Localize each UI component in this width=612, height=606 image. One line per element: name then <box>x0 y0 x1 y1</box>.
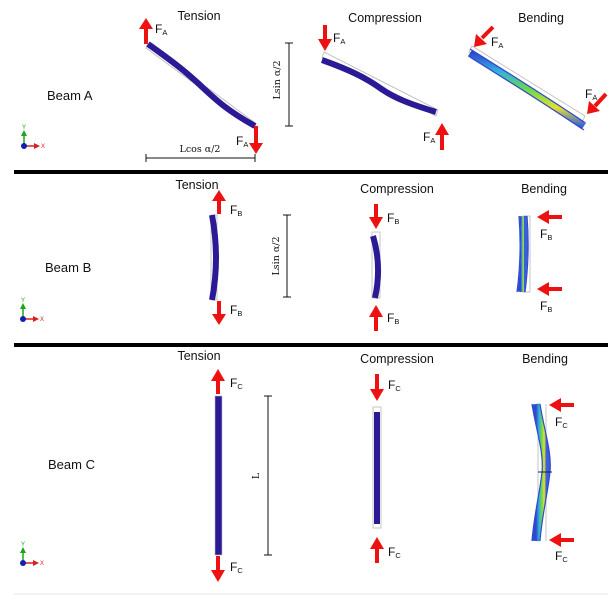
dimension-vertical <box>285 42 293 127</box>
force-label: FB <box>230 303 242 318</box>
force-label: FC <box>230 376 243 391</box>
force-arrow-up <box>211 369 225 394</box>
axis-x-label: X <box>40 317 44 323</box>
dimension-label-lcos: Lcos α/2 <box>180 144 221 155</box>
bending-beam <box>467 45 587 131</box>
bending-beam <box>531 403 552 542</box>
force-arrow-up <box>139 18 153 44</box>
dimension-vertical <box>283 214 291 298</box>
force-arrow-up <box>369 305 383 331</box>
axis-triad: Y X <box>21 125 45 150</box>
force-arrow-down <box>212 301 226 325</box>
force-arrow-up <box>212 190 226 214</box>
force-arrow-up <box>435 123 449 150</box>
force-arrow-left <box>549 398 574 412</box>
force-arrow-up <box>370 537 384 563</box>
header-compression: Compression <box>360 182 434 196</box>
force-label: FB <box>230 203 242 218</box>
force-label: FC <box>388 378 401 393</box>
axis-y-label: Y <box>22 125 26 131</box>
force-arrow-diagonal <box>587 92 608 114</box>
force-arrow-down <box>369 204 383 229</box>
row-beam-b: Tension Compression Bending Beam B FB FB… <box>20 178 567 331</box>
force-label: FC <box>555 415 568 430</box>
row-beam-c: Tension Compression Bending Beam C FC FC… <box>20 349 574 582</box>
axis-triad: Y X <box>20 542 44 567</box>
header-bending: Bending <box>522 352 568 366</box>
header-bending: Bending <box>521 182 567 196</box>
dimension-vertical <box>264 395 272 556</box>
force-arrow-down <box>211 556 225 582</box>
force-label: FA <box>236 134 248 149</box>
beam-label: Beam A <box>47 88 93 103</box>
compression-beam <box>370 231 381 299</box>
dimension-label-lsin: Lsin α/2 <box>272 60 283 99</box>
force-arrow-down <box>318 25 332 51</box>
beam-label: Beam C <box>48 457 95 472</box>
force-arrow-diagonal <box>474 25 495 47</box>
header-bending: Bending <box>518 11 564 25</box>
force-label: FA <box>585 87 597 102</box>
header-tension: Tension <box>177 9 220 23</box>
force-arrow-down <box>370 374 384 401</box>
force-label: FA <box>333 31 345 46</box>
row-beam-a: Tension Compression Bending Beam A FA FA… <box>21 9 608 162</box>
compression-beam <box>320 51 439 117</box>
force-label: FA <box>491 35 503 50</box>
force-arrow-left <box>537 210 562 224</box>
force-label: FC <box>388 545 401 560</box>
force-label: FB <box>387 211 399 226</box>
force-label: FC <box>555 549 568 564</box>
axis-y-label: Y <box>21 298 25 304</box>
force-label: FA <box>155 22 167 37</box>
force-arrow-left <box>537 282 562 296</box>
tension-beam <box>145 41 257 129</box>
dimension-label-l: L <box>251 472 262 479</box>
beam-label: Beam B <box>45 260 91 275</box>
tension-beam <box>214 395 223 556</box>
header-compression: Compression <box>360 352 434 366</box>
header-tension: Tension <box>175 178 218 192</box>
axis-x-label: X <box>40 561 44 567</box>
tension-beam <box>209 214 219 301</box>
force-arrow-left <box>549 533 574 547</box>
axis-x-label: X <box>41 144 45 150</box>
axis-triad: Y X <box>20 298 44 323</box>
bending-beam <box>516 215 531 293</box>
axis-y-label: Y <box>21 542 25 548</box>
dimension-horizontal <box>145 154 256 162</box>
force-label: FC <box>230 560 243 575</box>
force-label: FB <box>387 311 399 326</box>
force-arrow-down <box>249 126 263 154</box>
header-tension: Tension <box>177 349 220 363</box>
force-label: FA <box>423 130 435 145</box>
header-compression: Compression <box>348 11 422 25</box>
force-label: FB <box>540 299 552 314</box>
force-label: FB <box>540 227 552 242</box>
compression-beam <box>372 406 382 529</box>
dimension-label-lsin: Lsin α/2 <box>271 236 282 275</box>
